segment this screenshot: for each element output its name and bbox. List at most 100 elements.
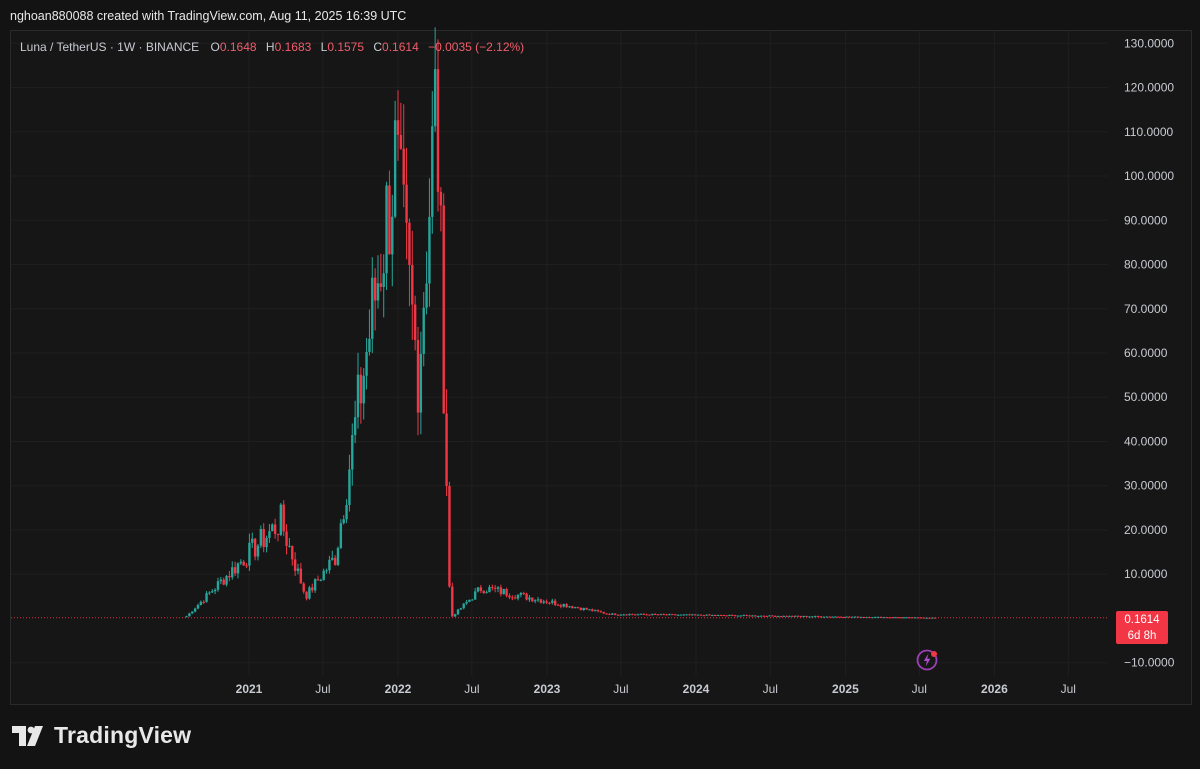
candle[interactable] — [291, 545, 294, 560]
candle[interactable] — [476, 587, 480, 592]
candle[interactable] — [211, 591, 214, 593]
candle[interactable] — [625, 614, 628, 616]
candle[interactable] — [288, 545, 291, 547]
candle[interactable] — [368, 338, 371, 352]
candle[interactable] — [745, 615, 748, 617]
candle[interactable] — [725, 615, 728, 617]
candle[interactable] — [879, 616, 883, 618]
candle[interactable] — [359, 374, 363, 404]
candle[interactable] — [228, 575, 231, 578]
candle[interactable] — [311, 587, 314, 591]
candle[interactable] — [874, 616, 877, 618]
candle[interactable] — [808, 616, 811, 618]
candle[interactable] — [894, 617, 897, 619]
lightning-icon[interactable] — [915, 647, 941, 673]
candle[interactable] — [659, 614, 663, 616]
candle[interactable] — [622, 614, 625, 616]
candle[interactable] — [413, 304, 417, 341]
candle[interactable] — [299, 568, 303, 584]
candle[interactable] — [742, 615, 745, 617]
candle[interactable] — [559, 605, 563, 607]
candle[interactable] — [196, 605, 200, 609]
candle[interactable] — [771, 615, 774, 617]
candle[interactable] — [914, 617, 917, 619]
candle[interactable] — [379, 283, 383, 287]
candle[interactable] — [339, 523, 343, 548]
candle[interactable] — [553, 600, 557, 605]
candle[interactable] — [536, 599, 540, 601]
candle[interactable] — [496, 587, 500, 589]
candle[interactable] — [491, 587, 494, 589]
candle[interactable] — [365, 351, 368, 376]
candle[interactable] — [739, 615, 743, 617]
candle[interactable] — [722, 615, 725, 617]
candle[interactable] — [216, 581, 220, 590]
candle[interactable] — [688, 614, 691, 616]
candle[interactable] — [579, 607, 583, 611]
candle[interactable] — [222, 579, 225, 585]
candle[interactable] — [236, 563, 240, 574]
candle[interactable] — [896, 617, 900, 619]
candle[interactable] — [511, 597, 514, 599]
candle[interactable] — [508, 595, 511, 598]
candle[interactable] — [871, 617, 874, 619]
candle[interactable] — [702, 615, 705, 617]
candle[interactable] — [539, 599, 543, 603]
candle[interactable] — [268, 531, 271, 538]
candle[interactable] — [525, 593, 528, 600]
candle[interactable] — [193, 608, 197, 612]
candle[interactable] — [465, 601, 468, 604]
candle[interactable] — [836, 616, 840, 618]
candle[interactable] — [708, 614, 711, 616]
candle[interactable] — [273, 524, 277, 534]
candle[interactable] — [239, 561, 243, 564]
candle[interactable] — [296, 568, 300, 571]
candle[interactable] — [662, 614, 665, 616]
candle[interactable] — [716, 615, 720, 617]
candle[interactable] — [691, 614, 694, 616]
candle[interactable] — [456, 609, 460, 615]
candle[interactable] — [425, 283, 428, 308]
candle[interactable] — [782, 615, 785, 617]
candle[interactable] — [408, 222, 411, 265]
candle[interactable] — [191, 611, 194, 614]
candle[interactable] — [679, 614, 683, 616]
candle[interactable] — [633, 614, 637, 616]
candle[interactable] — [213, 589, 217, 592]
candle[interactable] — [628, 614, 631, 616]
candle[interactable] — [562, 604, 565, 607]
candle[interactable] — [513, 597, 517, 599]
candle[interactable] — [356, 374, 360, 418]
candle[interactable] — [459, 608, 463, 610]
candle[interactable] — [202, 601, 205, 603]
candle[interactable] — [316, 579, 320, 581]
candle[interactable] — [796, 615, 800, 617]
candle[interactable] — [831, 616, 834, 618]
candle[interactable] — [882, 617, 885, 619]
candle[interactable] — [313, 579, 317, 591]
candle[interactable] — [351, 435, 354, 470]
candle[interactable] — [762, 615, 765, 617]
candle[interactable] — [399, 134, 403, 149]
candle[interactable] — [596, 610, 600, 612]
candle[interactable] — [816, 616, 820, 618]
candle[interactable] — [696, 614, 700, 616]
candle[interactable] — [336, 547, 340, 565]
candle[interactable] — [656, 614, 660, 616]
candle[interactable] — [279, 504, 283, 535]
candle[interactable] — [396, 120, 400, 135]
candle[interactable] — [773, 615, 777, 617]
candle[interactable] — [845, 616, 848, 618]
candle[interactable] — [902, 617, 905, 619]
candle[interactable] — [648, 614, 651, 616]
candle[interactable] — [582, 607, 585, 611]
candle[interactable] — [819, 616, 823, 618]
candle[interactable] — [802, 616, 805, 618]
candle[interactable] — [545, 601, 548, 603]
candle[interactable] — [468, 599, 471, 602]
candle[interactable] — [888, 617, 891, 619]
candle[interactable] — [671, 614, 674, 616]
candle[interactable] — [411, 264, 414, 305]
candle[interactable] — [848, 616, 851, 618]
candle[interactable] — [865, 617, 868, 619]
